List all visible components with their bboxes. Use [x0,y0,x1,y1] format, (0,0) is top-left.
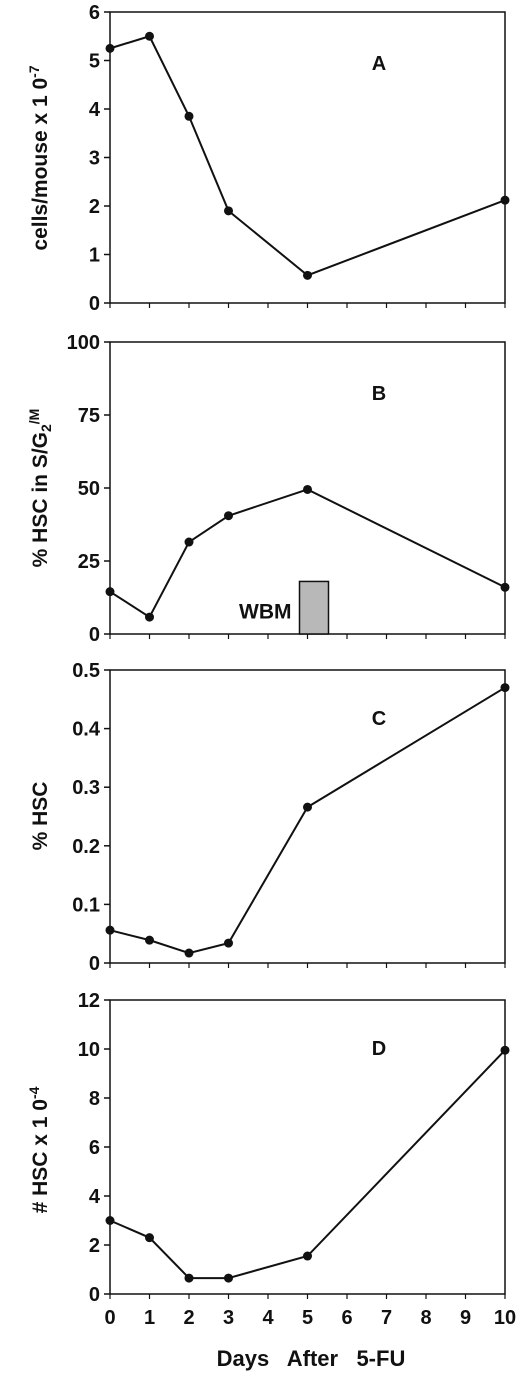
data-point [145,612,154,622]
data-point [500,195,510,205]
series-line [109,1049,506,1280]
y-tick-label: 50 [78,478,100,500]
y-tick-label: 2 [89,1235,100,1257]
y-tick-label: 0.1 [72,894,100,916]
panel-b: 0 25 50 75 100 % HSC in S/G2/M B WBM [26,332,510,646]
panel-a: 0 1 2 3 4 5 6 cells/mouse x 1 0-7 A [26,2,510,315]
data-point [105,1216,115,1225]
data-point [224,511,233,521]
x-tick-label: 2 [183,1307,194,1329]
y-label-script: 2 [38,424,54,432]
data-point [500,582,510,592]
data-point [224,1273,233,1283]
x-tick-label: 5 [302,1307,313,1329]
y-tick-label: 0.4 [72,719,101,741]
y-tick-label: 12 [78,990,100,1012]
x-tick-label: 0 [104,1307,115,1329]
series-line [109,686,506,955]
y-tick-label: 0.2 [72,836,100,858]
data-point [500,683,510,693]
data-point [303,1251,312,1261]
data-point [184,948,194,958]
y-label-text: cells/mouse x 1 0 [29,78,52,251]
x-tick-label: 7 [381,1307,392,1329]
y-label-script: -4 [26,1086,42,1099]
y-tick-label: 2 [89,196,100,218]
data-point [303,270,312,280]
data-point [500,1045,510,1055]
data-point [145,935,154,945]
data-point [224,206,233,216]
x-tick-label: 9 [460,1307,471,1329]
y-tick-label: 0.3 [72,777,100,799]
y-label-script: /M [26,409,42,425]
y-label-script: -7 [26,65,42,78]
panel-c: 0 0.1 0.2 0.3 0.4 0.5 % HSC C [29,660,510,975]
data-point [184,537,194,547]
x-tick-label: 6 [341,1307,352,1329]
data-point [224,938,233,948]
x-tick-label: 10 [494,1307,516,1329]
x-tick-label: 8 [420,1307,431,1329]
y-label-text: # HSC x 1 0 [29,1099,52,1213]
y-tick-label: 8 [89,1088,100,1110]
series-line [109,488,506,619]
data-point [184,1273,194,1283]
y-tick-label: 0 [89,624,100,646]
y-axis-label: # HSC x 1 0-4 [26,1086,52,1213]
y-tick-label: 5 [89,51,100,73]
y-axis-label: % HSC [29,782,52,851]
y-tick-label: 6 [89,1137,100,1159]
y-tick-label: 100 [67,332,100,354]
panel-label: B [372,383,386,405]
wbm-label: WBM [239,600,291,623]
plot-frame [109,11,506,304]
y-axis-label: cells/mouse x 1 0-7 [26,65,52,250]
y-tick-label: 3 [89,148,100,170]
y-axis-label: % HSC in S/G2/M [26,409,53,568]
y-label-text: % HSC [29,782,52,851]
panel-label: C [372,708,386,730]
panel-label: A [372,53,386,75]
data-point [105,587,115,597]
data-point [303,484,312,494]
y-tick-label: 1 [89,245,100,267]
y-tick-label: 6 [89,2,100,24]
data-point [105,925,115,935]
data-point [303,802,312,812]
y-tick-label: 0 [89,1284,100,1306]
plot-frame [109,999,506,1295]
y-tick-label: 0.5 [72,660,100,682]
wbm-bar [298,580,330,635]
x-tick-label: 4 [262,1307,274,1329]
x-tick-label: 3 [223,1307,234,1329]
series-line [109,35,506,277]
x-tick-label: 1 [144,1307,155,1329]
x-axis-title: Days After 5-FU [217,1346,406,1371]
y-label-text: % HSC in S/G [29,432,52,567]
y-tick-label: 75 [78,405,100,427]
y-tick-label: 10 [78,1039,100,1061]
data-point [145,1233,154,1243]
data-point [145,31,154,41]
y-tick-label: 0 [89,293,100,315]
data-point [105,43,115,53]
y-tick-label: 0 [89,953,100,975]
y-tick-label: 4 [89,99,101,121]
data-point [184,111,194,121]
panel-label: D [372,1038,386,1060]
plot-frame [109,669,506,964]
y-tick-label: 4 [89,1186,101,1208]
y-tick-label: 25 [78,551,100,573]
